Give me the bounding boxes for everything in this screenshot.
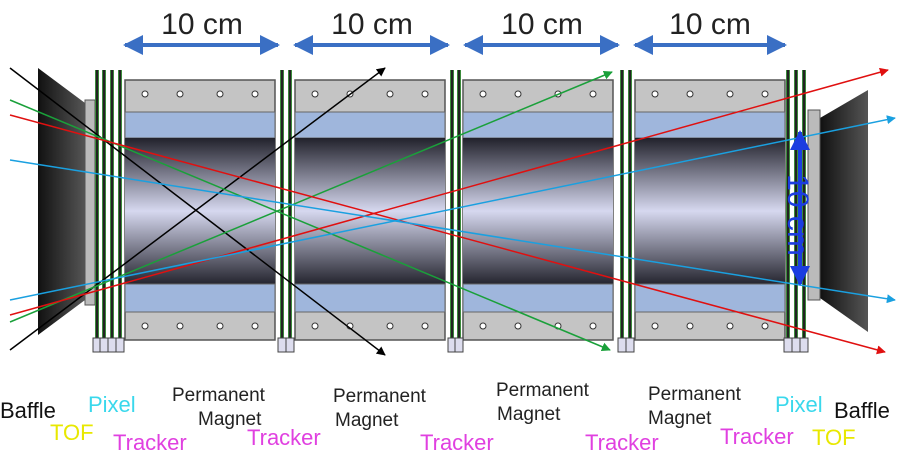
magnet-label: Permanent xyxy=(496,380,590,401)
dimension-label: 10 cm xyxy=(161,8,243,41)
magnet-label: Permanent xyxy=(333,386,427,407)
magnet xyxy=(463,80,613,340)
tracker-label: Tracker xyxy=(420,430,494,455)
dimension-label: 10 cm xyxy=(669,8,751,41)
tof-label: TOF xyxy=(812,425,856,450)
tracker-label: Tracker xyxy=(720,424,794,449)
magnet xyxy=(125,80,275,340)
pixel-label: Pixel xyxy=(775,392,823,417)
tracker-label: Tracker xyxy=(113,430,187,455)
dimension-label: 10 cm xyxy=(331,8,413,41)
baffle-label: Baffle xyxy=(0,398,56,423)
baffle-right xyxy=(820,90,868,332)
magnet-label: Permanent xyxy=(648,384,742,405)
tof-label: TOF xyxy=(50,420,94,445)
magnet-label: Magnet xyxy=(497,404,561,425)
magnet-label: Permanent xyxy=(172,385,266,406)
frame-left xyxy=(85,100,95,305)
magnet-label: Magnet xyxy=(335,410,399,431)
tracker-label: Tracker xyxy=(585,430,659,455)
magnet-label: Magnet xyxy=(198,409,262,430)
detector-diagram: 10 cm 10 cm 10 cm 10 cm 10 cm Baffle Pix… xyxy=(0,0,912,456)
vertical-dimension-label: 10 cm xyxy=(781,174,814,256)
dimension-label: 10 cm xyxy=(501,8,583,41)
baffle-label: Baffle xyxy=(834,398,890,423)
magnet-label: Magnet xyxy=(648,408,712,429)
pixel-label: Pixel xyxy=(88,392,136,417)
